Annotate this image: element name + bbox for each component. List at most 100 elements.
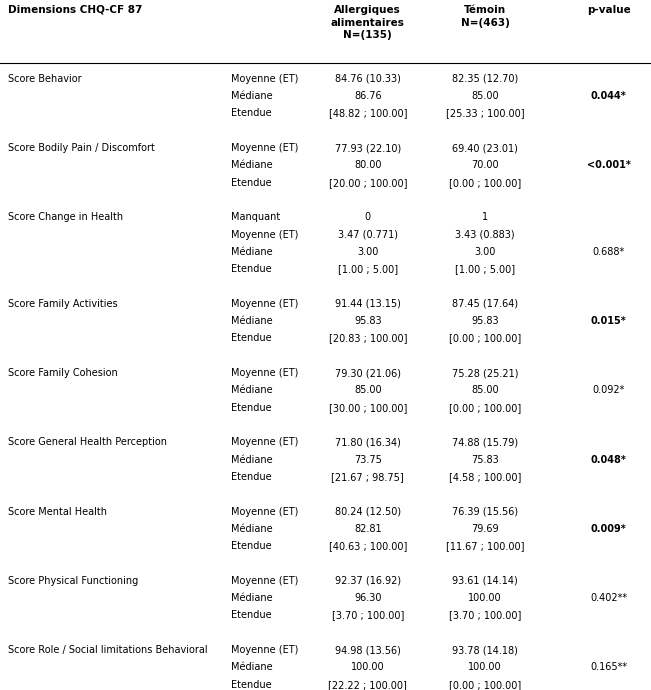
Text: 77.93 (22.10): 77.93 (22.10) xyxy=(335,143,401,153)
Text: Etendue: Etendue xyxy=(231,178,271,188)
Text: 82.81: 82.81 xyxy=(354,524,381,534)
Text: [3.70 ; 100.00]: [3.70 ; 100.00] xyxy=(449,611,521,620)
Text: 87.45 (17.64): 87.45 (17.64) xyxy=(452,299,518,309)
Text: Etendue: Etendue xyxy=(231,472,271,482)
Text: 100.00: 100.00 xyxy=(468,593,502,603)
Text: Moyenne (ET): Moyenne (ET) xyxy=(231,506,298,517)
Text: Etendue: Etendue xyxy=(231,541,271,551)
Text: Etendue: Etendue xyxy=(231,264,271,274)
Text: [21.67 ; 98.75]: [21.67 ; 98.75] xyxy=(331,472,404,482)
Text: Médiane: Médiane xyxy=(231,662,273,672)
Text: Score Family Activities: Score Family Activities xyxy=(8,299,117,309)
Text: [0.00 ; 100.00]: [0.00 ; 100.00] xyxy=(449,403,521,413)
Text: 93.61 (14.14): 93.61 (14.14) xyxy=(452,575,518,586)
Text: [0.00 ; 100.00]: [0.00 ; 100.00] xyxy=(449,178,521,188)
Text: 3.00: 3.00 xyxy=(357,247,378,257)
Text: [48.82 ; 100.00]: [48.82 ; 100.00] xyxy=(329,108,407,119)
Text: Etendue: Etendue xyxy=(231,333,271,344)
Text: 80.24 (12.50): 80.24 (12.50) xyxy=(335,506,401,517)
Text: Moyenne (ET): Moyenne (ET) xyxy=(231,437,298,447)
Text: 0.009*: 0.009* xyxy=(591,524,626,534)
Text: 96.30: 96.30 xyxy=(354,593,381,603)
Text: [0.00 ; 100.00]: [0.00 ; 100.00] xyxy=(449,680,521,689)
Text: [1.00 ; 5.00]: [1.00 ; 5.00] xyxy=(338,264,398,274)
Text: 95.83: 95.83 xyxy=(471,316,499,326)
Text: Médiane: Médiane xyxy=(231,316,273,326)
Text: 95.83: 95.83 xyxy=(354,316,381,326)
Text: [20.83 ; 100.00]: [20.83 ; 100.00] xyxy=(329,333,407,344)
Text: Moyenne (ET): Moyenne (ET) xyxy=(231,575,298,586)
Text: 100.00: 100.00 xyxy=(351,662,385,672)
Text: Allergiques
alimentaires
N=(135): Allergiques alimentaires N=(135) xyxy=(331,5,405,41)
Text: 3.47 (0.771): 3.47 (0.771) xyxy=(338,230,398,239)
Text: [0.00 ; 100.00]: [0.00 ; 100.00] xyxy=(449,333,521,344)
Text: 94.98 (13.56): 94.98 (13.56) xyxy=(335,645,401,655)
Text: 0.044*: 0.044* xyxy=(591,91,626,101)
Text: [4.58 ; 100.00]: [4.58 ; 100.00] xyxy=(449,472,521,482)
Text: Score Physical Functioning: Score Physical Functioning xyxy=(8,575,138,586)
Text: 3.43 (0.883): 3.43 (0.883) xyxy=(455,230,515,239)
Text: Médiane: Médiane xyxy=(231,593,273,603)
Text: 1: 1 xyxy=(482,213,488,222)
Text: [20.00 ; 100.00]: [20.00 ; 100.00] xyxy=(329,178,407,188)
Text: 91.44 (13.15): 91.44 (13.15) xyxy=(335,299,401,309)
Text: <0.001*: <0.001* xyxy=(587,160,631,170)
Text: 70.00: 70.00 xyxy=(471,160,499,170)
Text: [30.00 ; 100.00]: [30.00 ; 100.00] xyxy=(329,403,407,413)
Text: 76.39 (15.56): 76.39 (15.56) xyxy=(452,506,518,517)
Text: 79.69: 79.69 xyxy=(471,524,499,534)
Text: 86.76: 86.76 xyxy=(354,91,381,101)
Text: Score Bodily Pain / Discomfort: Score Bodily Pain / Discomfort xyxy=(8,143,155,153)
Text: Manquant: Manquant xyxy=(231,213,281,222)
Text: Médiane: Médiane xyxy=(231,247,273,257)
Text: Etendue: Etendue xyxy=(231,403,271,413)
Text: Médiane: Médiane xyxy=(231,455,273,464)
Text: 71.80 (16.34): 71.80 (16.34) xyxy=(335,437,401,447)
Text: 85.00: 85.00 xyxy=(354,386,381,395)
Text: Dimensions CHQ-CF 87: Dimensions CHQ-CF 87 xyxy=(8,5,142,14)
Text: 92.37 (16.92): 92.37 (16.92) xyxy=(335,575,401,586)
Text: [40.63 ; 100.00]: [40.63 ; 100.00] xyxy=(329,541,407,551)
Text: 0.015*: 0.015* xyxy=(591,316,626,326)
Text: 69.40 (23.01): 69.40 (23.01) xyxy=(452,143,518,153)
Text: 85.00: 85.00 xyxy=(471,386,499,395)
Text: 93.78 (14.18): 93.78 (14.18) xyxy=(452,645,518,655)
Text: [1.00 ; 5.00]: [1.00 ; 5.00] xyxy=(455,264,515,274)
Text: Score Family Cohesion: Score Family Cohesion xyxy=(8,368,118,378)
Text: Médiane: Médiane xyxy=(231,160,273,170)
Text: 0.402**: 0.402** xyxy=(590,593,628,603)
Text: Médiane: Médiane xyxy=(231,91,273,101)
Text: 75.83: 75.83 xyxy=(471,455,499,464)
Text: [11.67 ; 100.00]: [11.67 ; 100.00] xyxy=(446,541,524,551)
Text: Médiane: Médiane xyxy=(231,386,273,395)
Text: Score Mental Health: Score Mental Health xyxy=(8,506,107,517)
Text: 85.00: 85.00 xyxy=(471,91,499,101)
Text: 3.00: 3.00 xyxy=(475,247,495,257)
Text: 0.092*: 0.092* xyxy=(592,386,625,395)
Text: 79.30 (21.06): 79.30 (21.06) xyxy=(335,368,401,378)
Text: Témoin
N=(463): Témoin N=(463) xyxy=(460,5,510,28)
Text: Moyenne (ET): Moyenne (ET) xyxy=(231,74,298,84)
Text: 100.00: 100.00 xyxy=(468,662,502,672)
Text: 84.76 (10.33): 84.76 (10.33) xyxy=(335,74,401,84)
Text: Etendue: Etendue xyxy=(231,108,271,119)
Text: Moyenne (ET): Moyenne (ET) xyxy=(231,645,298,655)
Text: Moyenne (ET): Moyenne (ET) xyxy=(231,230,298,239)
Text: 82.35 (12.70): 82.35 (12.70) xyxy=(452,74,518,84)
Text: Score General Health Perception: Score General Health Perception xyxy=(8,437,167,447)
Text: 75.28 (25.21): 75.28 (25.21) xyxy=(452,368,518,378)
Text: [3.70 ; 100.00]: [3.70 ; 100.00] xyxy=(331,611,404,620)
Text: [22.22 ; 100.00]: [22.22 ; 100.00] xyxy=(328,680,408,689)
Text: Etendue: Etendue xyxy=(231,611,271,620)
Text: Etendue: Etendue xyxy=(231,680,271,689)
Text: 80.00: 80.00 xyxy=(354,160,381,170)
Text: Moyenne (ET): Moyenne (ET) xyxy=(231,143,298,153)
Text: 0.165**: 0.165** xyxy=(590,662,628,672)
Text: 74.88 (15.79): 74.88 (15.79) xyxy=(452,437,518,447)
Text: 0.688*: 0.688* xyxy=(592,247,625,257)
Text: Score Behavior: Score Behavior xyxy=(8,74,81,84)
Text: Médiane: Médiane xyxy=(231,524,273,534)
Text: Moyenne (ET): Moyenne (ET) xyxy=(231,368,298,378)
Text: 0.048*: 0.048* xyxy=(590,455,627,464)
Text: [25.33 ; 100.00]: [25.33 ; 100.00] xyxy=(446,108,524,119)
